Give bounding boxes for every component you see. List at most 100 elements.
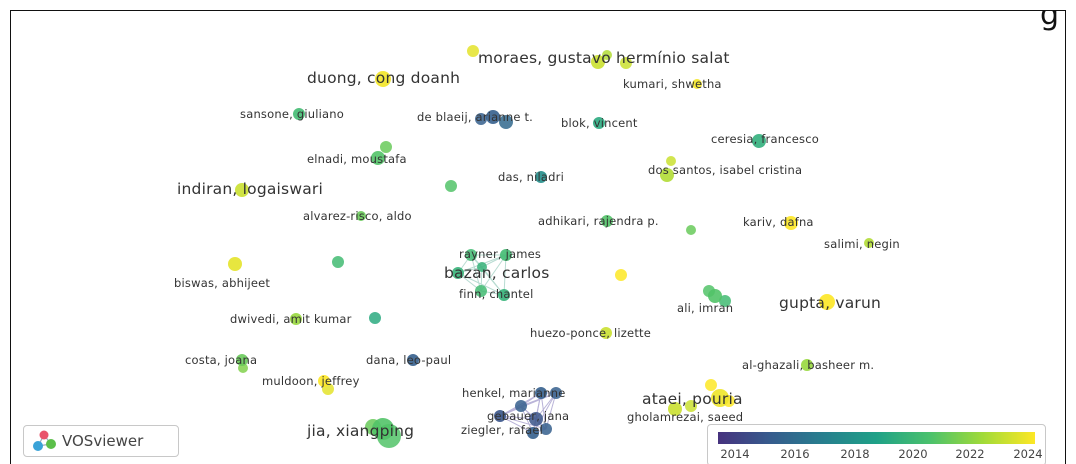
network-node[interactable]: [498, 289, 510, 301]
cluster-link: [470, 254, 482, 292]
network-node[interactable]: [369, 312, 381, 324]
network-node[interactable]: [467, 45, 479, 57]
vosviewer-logo-icon: [33, 430, 56, 451]
network-node[interactable]: [228, 257, 242, 271]
network-node[interactable]: [445, 180, 457, 192]
network-node[interactable]: [708, 289, 722, 303]
network-node[interactable]: [356, 211, 366, 221]
node-label[interactable]: de blaeij, arianne t.: [417, 110, 534, 124]
network-node[interactable]: [293, 108, 305, 120]
node-label[interactable]: jia, xiangping: [307, 422, 415, 440]
node-label[interactable]: gholamrezai, saeed: [627, 410, 744, 424]
node-label[interactable]: sansone, giuliano: [240, 107, 344, 121]
node-label[interactable]: salimi, negin: [824, 237, 900, 251]
network-node[interactable]: [236, 354, 248, 366]
network-node[interactable]: [535, 171, 547, 183]
year-color-legend: 2014 2016 2018 2020 2022 2024: [707, 424, 1046, 464]
node-label[interactable]: ziegler, rafael: [461, 423, 544, 437]
network-node[interactable]: [372, 418, 394, 440]
network-node[interactable]: [711, 389, 729, 407]
node-label[interactable]: ali, imran: [677, 301, 734, 315]
node-label[interactable]: bazan, carlos: [444, 264, 550, 282]
node-label[interactable]: al-ghazali, basheer m.: [742, 358, 875, 372]
network-node[interactable]: [692, 79, 702, 89]
network-node[interactable]: [601, 215, 613, 227]
node-label[interactable]: elnadi, moustafa: [307, 152, 407, 166]
node-label[interactable]: dana, leo-paul: [366, 353, 452, 367]
network-node[interactable]: [499, 115, 513, 129]
node-label[interactable]: duong, cong doanh: [307, 69, 461, 87]
network-node[interactable]: [620, 57, 632, 69]
legend-tick-2020: 2020: [898, 447, 928, 461]
network-node[interactable]: [752, 134, 766, 148]
network-map[interactable]: [11, 11, 1066, 464]
network-node[interactable]: [686, 225, 696, 235]
network-node[interactable]: [375, 71, 391, 87]
network-node[interactable]: [318, 375, 330, 387]
node-label[interactable]: rayner, james: [459, 247, 542, 261]
node-label[interactable]: dos santos, isabel cristina: [648, 163, 803, 177]
network-node[interactable]: [290, 313, 302, 325]
network-node[interactable]: [475, 113, 487, 125]
network-node[interactable]: [452, 267, 464, 279]
node-label[interactable]: costa, joana: [185, 353, 258, 367]
network-node[interactable]: [550, 387, 562, 399]
node-layer: [228, 45, 874, 448]
network-node[interactable]: [784, 216, 798, 230]
node-label[interactable]: dwivedi, amit kumar: [230, 312, 352, 326]
vosviewer-logo-text: VOSviewer: [62, 432, 144, 450]
network-node[interactable]: [486, 110, 500, 124]
network-node[interactable]: [477, 262, 487, 272]
node-label[interactable]: huezo-ponce, lizette: [530, 326, 652, 340]
legend-tick-2016: 2016: [780, 447, 810, 461]
network-node[interactable]: [380, 141, 392, 153]
map-panel[interactable]: g moraes, gustavo hermínio salat duong, c…: [10, 10, 1066, 464]
network-node[interactable]: [593, 117, 605, 129]
node-label[interactable]: blok, vincent: [561, 116, 638, 130]
node-label[interactable]: biswas, abhijeet: [174, 276, 271, 290]
network-node[interactable]: [705, 379, 717, 391]
node-label[interactable]: gupta, varun: [779, 294, 882, 312]
node-label[interactable]: indiran, logaiswari: [177, 180, 323, 198]
header-fragment: g: [1039, 10, 1059, 32]
network-node[interactable]: [685, 400, 697, 412]
node-label[interactable]: kariv, dafna: [743, 215, 814, 229]
network-node[interactable]: [465, 249, 477, 261]
node-label[interactable]: finn, chantel: [459, 287, 534, 301]
node-label[interactable]: henkel, marianne: [462, 386, 566, 400]
network-node[interactable]: [475, 285, 487, 297]
cluster-link: [499, 392, 557, 417]
network-node[interactable]: [591, 55, 605, 69]
node-label[interactable]: ceresia, francesco: [711, 132, 819, 146]
network-node[interactable]: [864, 238, 874, 248]
network-node[interactable]: [527, 427, 539, 439]
node-label[interactable]: kumari, shwetha: [623, 77, 722, 91]
network-node[interactable]: [332, 256, 344, 268]
network-node[interactable]: [500, 249, 512, 261]
network-node[interactable]: [719, 295, 731, 307]
network-node[interactable]: [819, 294, 835, 310]
network-node[interactable]: [235, 183, 249, 197]
node-label[interactable]: adhikari, rajendra p.: [538, 214, 659, 228]
network-node[interactable]: [660, 168, 674, 182]
node-label[interactable]: moraes, gustavo hermínio salat: [478, 49, 730, 67]
network-node[interactable]: [535, 387, 547, 399]
network-node[interactable]: [666, 156, 676, 166]
network-node[interactable]: [801, 359, 813, 371]
network-node[interactable]: [668, 402, 682, 416]
network-node[interactable]: [600, 327, 612, 339]
network-node[interactable]: [540, 423, 552, 435]
node-label[interactable]: gebauer, jana: [487, 409, 570, 423]
node-label[interactable]: das, niladri: [498, 170, 564, 184]
network-node[interactable]: [602, 50, 612, 60]
network-node[interactable]: [494, 410, 506, 422]
network-node[interactable]: [371, 151, 385, 165]
network-node[interactable]: [515, 400, 527, 412]
node-label[interactable]: alvarez-risco, aldo: [303, 209, 412, 223]
node-label[interactable]: ataei, pouria: [642, 390, 743, 408]
network-node[interactable]: [529, 412, 543, 426]
network-node[interactable]: [615, 269, 627, 281]
node-label[interactable]: muldoon, jeffrey: [262, 374, 360, 388]
cluster-link: [499, 415, 547, 430]
network-node[interactable]: [407, 354, 419, 366]
